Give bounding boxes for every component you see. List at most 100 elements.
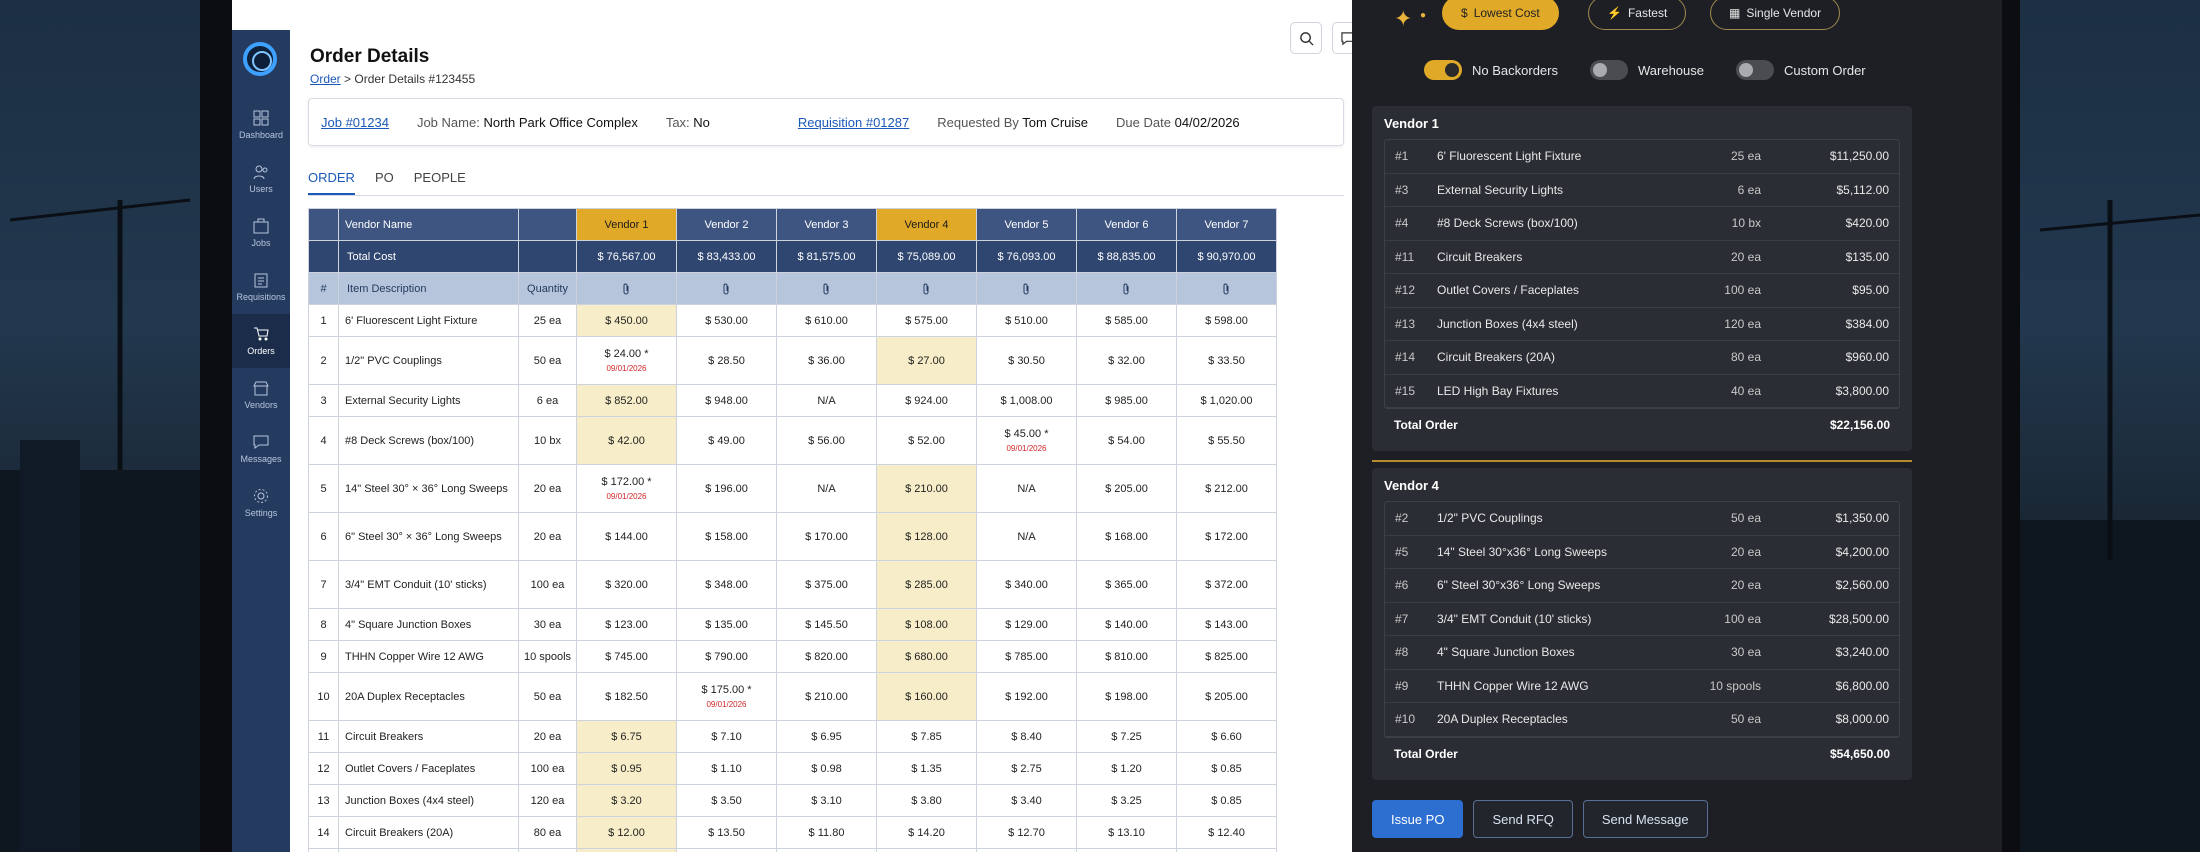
- vendor-price-cell[interactable]: $ 1.35: [876, 752, 977, 785]
- filter-single-vendor[interactable]: ▦ Single Vendor: [1710, 0, 1841, 30]
- vendor-price-cell[interactable]: $ 30.50: [976, 336, 1077, 385]
- vendor-price-cell[interactable]: $ 14.20: [876, 816, 977, 849]
- sidebar-item-orders[interactable]: Orders: [232, 314, 290, 368]
- vendor-price-cell[interactable]: $ 11.80: [776, 816, 877, 849]
- vendor-price-cell[interactable]: $ 56.00: [776, 416, 877, 465]
- vendor-price-cell[interactable]: $ 33.50: [1176, 336, 1277, 385]
- paperclip-icon[interactable]: [622, 282, 631, 295]
- sidebar-item-users[interactable]: Users: [232, 152, 290, 206]
- vendor-column-header[interactable]: Vendor 7: [1176, 208, 1277, 241]
- sidebar-item-vendors[interactable]: Vendors: [232, 368, 290, 422]
- vendor-line-item[interactable]: #8 4" Square Junction Boxes 30 ea $3,240.00: [1385, 636, 1899, 670]
- vendor-price-cell[interactable]: [1076, 848, 1177, 852]
- vendor-price-cell[interactable]: $ 948.00: [676, 384, 777, 417]
- tab-people[interactable]: PEOPLE: [413, 170, 466, 185]
- vendor-price-cell[interactable]: $ 3.80: [876, 784, 977, 817]
- vendor-price-cell[interactable]: $ 175.00 * 09/01/2026: [676, 672, 777, 721]
- vendor-price-cell[interactable]: $ 8.40: [976, 720, 1077, 753]
- vendor-line-item[interactable]: #3 External Security Lights 6 ea $5,112.00: [1385, 174, 1899, 207]
- vendor-price-cell[interactable]: [1176, 848, 1277, 852]
- vendor-price-cell[interactable]: $ 205.00: [1076, 464, 1177, 513]
- vendor-price-cell[interactable]: $ 0.85: [1176, 752, 1277, 785]
- vendor-price-cell[interactable]: $ 143.00: [1176, 608, 1277, 641]
- paperclip-icon[interactable]: [822, 282, 831, 295]
- vendor-price-cell[interactable]: $ 115.00: [876, 848, 977, 852]
- vendor-line-item[interactable]: #1 6' Fluorescent Light Fixture 25 ea $11,2…: [1385, 140, 1899, 174]
- vendor-price-cell[interactable]: $ 372.00: [1176, 560, 1277, 609]
- send-rfq-button[interactable]: Send RFQ: [1473, 800, 1573, 838]
- vendor-price-cell[interactable]: $ 13.50: [676, 816, 777, 849]
- vendor-column-header[interactable]: Vendor 2: [676, 208, 777, 241]
- vendor-price-cell[interactable]: $ 36.00: [776, 336, 877, 385]
- vendor-price-cell[interactable]: $ 105.00: [676, 848, 777, 852]
- vendor-price-cell[interactable]: $ 530.00: [676, 304, 777, 337]
- vendor-price-cell[interactable]: $ 182.50: [576, 672, 677, 721]
- vendor-price-cell[interactable]: $ 128.00: [876, 512, 977, 561]
- vendor-column-header[interactable]: Vendor 4: [876, 208, 977, 241]
- switch-on[interactable]: [1424, 60, 1462, 80]
- vendor-price-cell[interactable]: $ 135.00: [676, 608, 777, 641]
- requisition-link[interactable]: Requisition #01287: [797, 114, 910, 130]
- vendor-price-cell[interactable]: $ 55.50: [1176, 416, 1277, 465]
- sidebar-item-settings[interactable]: Settings: [232, 476, 290, 530]
- vendor-price-cell[interactable]: $ 825.00: [1176, 640, 1277, 673]
- vendor-price-cell[interactable]: $ 3.10: [776, 784, 877, 817]
- vendor-price-cell[interactable]: $ 45.00 * 09/01/2026: [976, 416, 1077, 465]
- vendor-price-cell[interactable]: $ 820.00: [776, 640, 877, 673]
- vendor-price-cell[interactable]: $ 7.25: [1076, 720, 1177, 753]
- vendor-price-cell[interactable]: $ 210.00: [876, 464, 977, 513]
- vendor-price-cell[interactable]: $ 198.00: [1076, 672, 1177, 721]
- vendor-price-cell[interactable]: $ 285.00: [876, 560, 977, 609]
- sidebar-item-requisitions[interactable]: Requisitions: [232, 260, 290, 314]
- switch-off[interactable]: [1736, 60, 1774, 80]
- tab-order[interactable]: ORDER: [308, 170, 355, 195]
- vendor-price-cell[interactable]: $ 340.00: [976, 560, 1077, 609]
- vendor-line-item[interactable]: #15 LED High Bay Fixtures 40 ea $3,800.00: [1385, 375, 1899, 408]
- vendor-column-header[interactable]: Vendor 3: [776, 208, 877, 241]
- tab-po[interactable]: PO: [374, 170, 394, 185]
- paperclip-icon[interactable]: [922, 282, 931, 295]
- vendor-price-cell[interactable]: $ 7.10: [676, 720, 777, 753]
- vendor-price-cell[interactable]: $ 49.00: [676, 416, 777, 465]
- vendor-price-cell[interactable]: $ 3.50: [676, 784, 777, 817]
- vendor-price-cell[interactable]: $ 108.00: [876, 608, 977, 641]
- toggle-warehouse[interactable]: Warehouse: [1590, 60, 1704, 80]
- vendor-line-item[interactable]: #5 14" Steel 30°x36° Long Sweeps 20 ea $4,2…: [1385, 536, 1899, 569]
- vendor-price-cell[interactable]: $ 196.00: [676, 464, 777, 513]
- toggle-custom-order[interactable]: Custom Order: [1736, 60, 1866, 80]
- filter-lowest-cost[interactable]: $ Lowest Cost: [1442, 0, 1559, 30]
- vendor-price-cell[interactable]: N/A: [976, 464, 1077, 513]
- sidebar-item-dashboard[interactable]: Dashboard: [232, 98, 290, 152]
- vendor-price-cell[interactable]: $ 172.00 * 09/01/2026: [576, 464, 677, 513]
- paperclip-icon[interactable]: [1022, 282, 1031, 295]
- vendor-price-cell[interactable]: $ 95.00: [576, 848, 677, 852]
- vendor-price-cell[interactable]: $ 158.00: [676, 512, 777, 561]
- vendor-price-cell[interactable]: $ 450.00: [576, 304, 677, 337]
- vendor-line-item[interactable]: #11 Circuit Breakers 20 ea $135.00: [1385, 241, 1899, 274]
- vendor-price-cell[interactable]: $ 129.00: [976, 608, 1077, 641]
- vendor-price-cell[interactable]: $ 54.00: [1076, 416, 1177, 465]
- paperclip-icon[interactable]: [1222, 282, 1231, 295]
- vendor-price-cell[interactable]: $ 0.95: [576, 752, 677, 785]
- vendor-line-item[interactable]: #2 1/2" PVC Couplings 50 ea $1,350.00: [1385, 502, 1899, 536]
- vendor-line-item[interactable]: #7 3/4" EMT Conduit (10' sticks) 100 ea $28…: [1385, 603, 1899, 636]
- vendor-price-cell[interactable]: $ 210.00: [776, 672, 877, 721]
- vendor-price-cell[interactable]: $ 123.00: [576, 608, 677, 641]
- vendor-price-cell[interactable]: $ 1,008.00: [976, 384, 1077, 417]
- vendor-price-cell[interactable]: $ 172.00: [1176, 512, 1277, 561]
- vendor-price-cell[interactable]: $ 144.00: [576, 512, 677, 561]
- vendor-price-cell[interactable]: $ 585.00: [1076, 304, 1177, 337]
- vendor-price-cell[interactable]: $ 365.00: [1076, 560, 1177, 609]
- vendor-price-cell[interactable]: $ 0.85: [1176, 784, 1277, 817]
- vendor-price-cell[interactable]: $ 348.00: [676, 560, 777, 609]
- vendor-price-cell[interactable]: $ 3.25: [1076, 784, 1177, 817]
- vendor-price-cell[interactable]: [976, 848, 1077, 852]
- vendor-price-cell[interactable]: $ 1.20: [1076, 752, 1177, 785]
- vendor-price-cell[interactable]: $ 924.00: [876, 384, 977, 417]
- vendor-price-cell[interactable]: $ 3.40: [976, 784, 1077, 817]
- paperclip-icon[interactable]: [1122, 282, 1131, 295]
- vendor-line-item[interactable]: #10 20A Duplex Receptacles 50 ea $8,000.00: [1385, 703, 1899, 737]
- vendor-price-cell[interactable]: $ 7.85: [876, 720, 977, 753]
- vendor-price-cell[interactable]: $ 810.00: [1076, 640, 1177, 673]
- vendor-price-cell[interactable]: N/A: [776, 384, 877, 417]
